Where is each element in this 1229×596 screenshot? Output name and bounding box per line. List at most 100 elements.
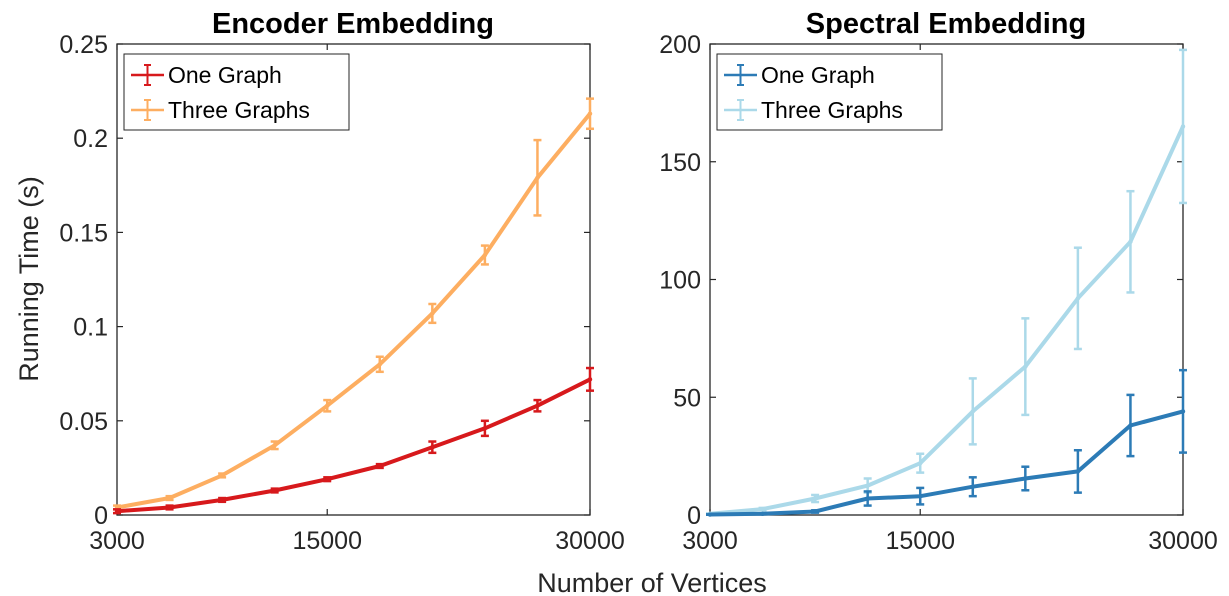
error-bar (533, 398, 542, 413)
error-bar (533, 138, 542, 217)
y-tick-label: 0.2 (73, 125, 108, 153)
data-point (1180, 124, 1186, 129)
series-layer (706, 48, 1187, 517)
error-bar (1021, 317, 1030, 417)
data-point (272, 443, 277, 448)
y-tick-label: 0.1 (73, 314, 108, 342)
x-axis-label: Number of Vertices (537, 568, 767, 596)
x-axis-ticks: 3000 15000 30000 (682, 44, 1218, 555)
series-one-graph (706, 368, 1187, 517)
data-point (1075, 469, 1081, 474)
axes-frame (116, 43, 591, 516)
x-tick-label: 30000 (555, 527, 625, 555)
data-point (1023, 364, 1028, 369)
data-point (325, 403, 330, 408)
data-point (918, 460, 923, 466)
error-bar (1126, 189, 1135, 294)
legend-label: One Graph (761, 62, 875, 88)
data-point (219, 473, 225, 478)
data-point (812, 496, 818, 501)
y-axis-ticks: 0 0.05 0.1 0.15 0.2 0.25 (59, 31, 590, 530)
data-point (482, 426, 488, 431)
data-point (865, 496, 870, 501)
x-tick-label: 3000 (89, 527, 145, 555)
data-point (918, 493, 923, 499)
data-point (430, 311, 435, 316)
x-tick-label: 30000 (1148, 527, 1218, 555)
data-point (219, 497, 225, 503)
y-tick-label: 0.15 (59, 219, 108, 247)
error-bar (375, 462, 384, 470)
data-point (167, 505, 172, 510)
y-axis-label: Running Time (s) (14, 176, 44, 382)
y-tick-label: 200 (659, 31, 701, 59)
error-bar (916, 486, 925, 506)
data-point (114, 509, 120, 514)
axes-box (116, 43, 591, 516)
y-tick-label: 0.25 (59, 31, 108, 59)
error-bar (811, 493, 820, 504)
x-tick-label: 3000 (682, 527, 738, 555)
legend-item: Three Graphs (131, 97, 310, 123)
error-bar (218, 496, 227, 504)
y-tick-label: 50 (673, 384, 701, 412)
error-bar (863, 490, 872, 507)
legend-box (716, 53, 943, 131)
error-bar (480, 244, 489, 266)
data-point (1128, 239, 1133, 245)
error-bar (218, 472, 227, 479)
x-tick-label: 15000 (292, 527, 362, 555)
data-point (272, 488, 277, 493)
data-point (167, 495, 172, 501)
chart-title: Encoder Embedding (212, 8, 494, 40)
error-bar (968, 476, 977, 498)
data-point (1128, 423, 1133, 428)
data-point (587, 111, 593, 116)
data-point (535, 175, 540, 180)
y-tick-label: 150 (659, 149, 701, 177)
error-bar (811, 509, 820, 514)
data-point (430, 444, 435, 450)
y-tick-label: 0 (94, 502, 108, 530)
data-point (970, 409, 975, 414)
y-axis-ticks: 0 50 100 150 200 (659, 31, 1183, 530)
legend-label: Three Graphs (168, 97, 310, 123)
series-one-graph (113, 366, 594, 515)
x-tick-label: 15000 (885, 527, 955, 555)
error-bar (428, 440, 437, 455)
series-line (115, 377, 592, 514)
data-point (865, 483, 870, 488)
error-bar (916, 452, 925, 474)
legend: One Graph Three Graphs (123, 53, 350, 131)
encoder-embedding-panel: Encoder Embedding 0 0.05 0.1 0.15 0.2 0.25 30… (59, 8, 624, 555)
series-three-graphs (113, 97, 594, 511)
legend-item: One Graph (131, 62, 282, 88)
data-point (970, 484, 975, 489)
data-point (812, 509, 818, 514)
series-line (708, 124, 1185, 516)
error-bar (968, 377, 977, 446)
error-bar (113, 508, 121, 515)
data-point (377, 463, 382, 469)
data-point (1075, 296, 1081, 301)
error-bar (706, 512, 714, 517)
legend-item: One Graph (724, 62, 875, 88)
data-point (482, 252, 488, 258)
error-bar (165, 504, 174, 511)
legend: One Graph Three Graphs (716, 53, 943, 131)
spectral-embedding-panel: Spectral Embedding 0 50 100 150 200 3000 1500… (659, 8, 1217, 555)
error-bar (586, 366, 594, 392)
series-layer (113, 97, 594, 515)
data-point (760, 506, 765, 512)
error-bar (375, 355, 384, 374)
error-bar (270, 487, 279, 494)
error-bar (1073, 448, 1082, 494)
x-axis-ticks: 3000 15000 30000 (89, 44, 625, 555)
error-bar (758, 506, 767, 512)
error-bar (428, 302, 437, 325)
y-tick-label: 0.05 (59, 408, 108, 436)
error-bar (1021, 465, 1030, 492)
error-bar (1179, 48, 1187, 205)
error-bar (480, 419, 489, 438)
data-point (587, 377, 593, 382)
